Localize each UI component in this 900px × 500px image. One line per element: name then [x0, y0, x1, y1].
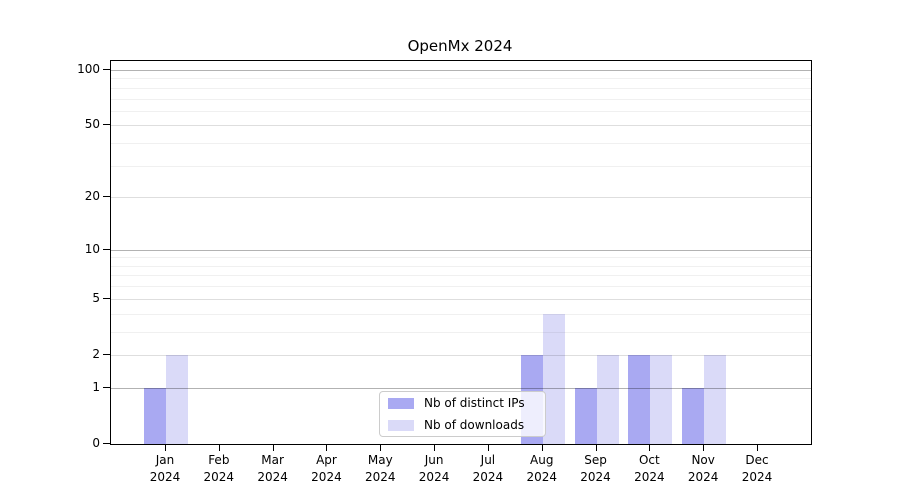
minor-gridline: [111, 98, 811, 100]
x-tick-mark: [326, 444, 328, 451]
y-tick-mark: [103, 196, 110, 198]
minor-gridline: [111, 265, 811, 267]
legend: Nb of distinct IPs Nb of downloads: [379, 391, 546, 437]
bar-distinct-ips: [628, 354, 651, 444]
minor-gridline: [111, 313, 811, 315]
gridline: [111, 197, 811, 199]
bar-distinct-ips: [574, 387, 597, 444]
x-tick-mark: [218, 444, 220, 451]
x-tick-label: Sep 2024: [580, 453, 611, 484]
bar-distinct-ips: [682, 387, 705, 444]
gridline: [111, 70, 811, 71]
legend-swatch-distinct-ips: [388, 397, 414, 409]
x-tick-label: Mar 2024: [257, 453, 288, 484]
x-tick-label: May 2024: [364, 453, 396, 484]
minor-gridline: [111, 110, 811, 112]
bar-downloads: [704, 354, 727, 444]
minor-gridline: [111, 257, 811, 259]
gridline: [111, 387, 811, 389]
x-tick-mark: [487, 444, 489, 451]
minor-gridline: [111, 275, 811, 277]
x-tick-label: Apr 2024: [311, 453, 342, 484]
y-tick-mark: [103, 69, 110, 70]
bar-distinct-ips: [144, 387, 166, 444]
x-tick-label: Aug 2024: [526, 453, 557, 484]
bar-downloads: [596, 354, 619, 444]
x-tick-mark: [541, 444, 543, 451]
y-tick-mark: [103, 124, 110, 126]
legend-label-downloads: Nb of downloads: [424, 418, 525, 432]
y-tick-mark: [103, 248, 110, 250]
legend-label-distinct-ips: Nb of distinct IPs: [424, 396, 525, 410]
minor-gridline: [111, 143, 811, 145]
minor-gridline: [111, 331, 811, 333]
plot-area: [110, 60, 812, 445]
y-tick-label: 50: [84, 117, 100, 132]
x-tick-label: Jan 2024: [149, 453, 181, 484]
x-tick-mark: [434, 444, 436, 451]
y-tick-mark: [103, 297, 110, 299]
x-tick-mark: [649, 444, 651, 451]
gridline: [111, 125, 811, 127]
x-tick-mark: [757, 444, 758, 451]
y-tick-mark: [103, 443, 110, 444]
bar-downloads: [166, 354, 188, 444]
chart-title: OpenMx 2024: [407, 37, 513, 55]
y-tick-label: 100: [77, 62, 100, 76]
y-tick-label: 5: [92, 290, 100, 305]
x-tick-label: Nov 2024: [687, 453, 719, 484]
x-tick-mark: [703, 444, 705, 451]
y-tick-mark: [103, 353, 110, 355]
y-tick-label: 2: [92, 346, 100, 361]
gridline: [111, 354, 811, 356]
legend-swatch-downloads: [388, 419, 414, 431]
x-tick-mark: [272, 444, 274, 451]
minor-gridline: [111, 286, 811, 288]
legend-item-distinct-ips: Nb of distinct IPs: [380, 394, 545, 412]
y-tick-label: 0: [92, 436, 100, 450]
y-tick-label: 1: [92, 379, 100, 394]
y-tick-label: 20: [84, 189, 100, 204]
minor-gridline: [111, 78, 811, 80]
x-tick-label: Jul 2024: [472, 453, 504, 484]
x-tick-mark: [380, 444, 382, 451]
gridline: [111, 298, 811, 300]
x-tick-mark: [165, 444, 166, 451]
y-tick-mark: [103, 386, 110, 388]
x-tick-mark: [595, 444, 597, 451]
x-tick-label: Jun 2024: [418, 453, 450, 484]
gridline: [111, 249, 811, 251]
x-tick-label: Dec 2024: [741, 453, 773, 484]
bar-downloads: [650, 354, 673, 444]
minor-gridline: [111, 87, 811, 89]
legend-item-downloads: Nb of downloads: [380, 416, 545, 434]
y-tick-label: 10: [84, 241, 100, 256]
x-tick-label: Feb 2024: [203, 453, 235, 484]
minor-gridline: [111, 165, 811, 167]
x-tick-label: Oct 2024: [634, 453, 665, 484]
bar-downloads: [542, 313, 565, 444]
